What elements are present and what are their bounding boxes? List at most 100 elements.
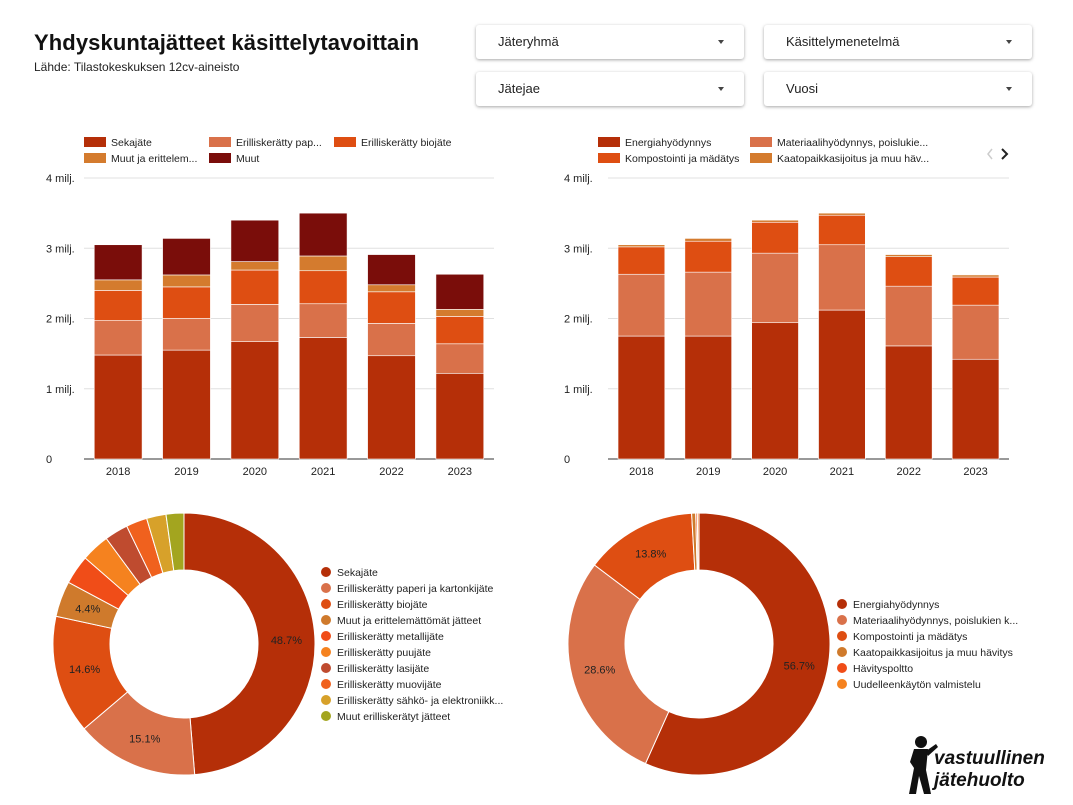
legend-label: Erilliskerätty lasijäte bbox=[337, 663, 429, 675]
x-tick-label: 2023 bbox=[448, 466, 472, 478]
legend-dot bbox=[837, 663, 847, 673]
y-tick-label: 1 milj. bbox=[564, 384, 593, 396]
filter-label: Jätejae bbox=[498, 81, 540, 96]
bar-segment bbox=[435, 372, 485, 460]
legend-dot bbox=[837, 599, 847, 609]
y-tick-label: 0 bbox=[564, 454, 570, 466]
bar-segment bbox=[885, 285, 933, 347]
caret-down-icon bbox=[718, 40, 724, 44]
filter-label: Vuosi bbox=[786, 81, 819, 96]
bar-segment bbox=[684, 240, 732, 273]
legend-swatch bbox=[84, 137, 106, 147]
page-subtitle: Lähde: Tilastokeskuksen 12cv-aineisto bbox=[34, 60, 240, 74]
legend-label: Erilliskerätty metallijäte bbox=[337, 631, 444, 643]
stacked-bar-chart-1: 0 1 milj. 2 milj. 3 milj. 4 milj. 2018 2019 202… bbox=[564, 137, 1009, 478]
bar-segment bbox=[684, 271, 732, 337]
legend-label: Sekajäte bbox=[337, 567, 378, 579]
y-tick-label: 0 bbox=[46, 454, 52, 466]
bar-segment bbox=[230, 261, 280, 271]
legend-dot bbox=[837, 615, 847, 625]
donut-slice bbox=[567, 564, 670, 765]
legend-label: Erilliskerätty biojäte bbox=[337, 599, 428, 611]
bar-segment bbox=[617, 335, 666, 460]
y-tick-label: 4 milj. bbox=[564, 173, 593, 185]
bar-segment bbox=[435, 343, 485, 374]
bar-segment bbox=[684, 238, 732, 242]
donut-slice bbox=[183, 512, 316, 776]
legend-dot bbox=[321, 599, 331, 609]
bar-segment bbox=[818, 244, 866, 311]
bar-segment bbox=[162, 286, 211, 319]
legend-dot bbox=[321, 567, 331, 577]
bar-segment bbox=[751, 322, 799, 460]
legend-dot bbox=[321, 679, 331, 689]
legend-swatch bbox=[598, 153, 620, 163]
filter-jatejae-dropdown[interactable]: Jätejae bbox=[476, 72, 744, 106]
bar-segment bbox=[93, 320, 143, 356]
bar-segment bbox=[617, 273, 666, 337]
legend-dot bbox=[837, 631, 847, 641]
legend-label: Muut ja erittelem... bbox=[111, 153, 197, 165]
bar-segment bbox=[951, 358, 1000, 460]
legend-label: Erilliskerätty sähkö- ja elektroniikk... bbox=[337, 695, 503, 707]
y-tick-label: 3 milj. bbox=[46, 243, 75, 255]
legend-dot bbox=[837, 679, 847, 689]
legend-swatch bbox=[209, 153, 231, 163]
bar-segment bbox=[298, 337, 348, 460]
legend-label: Hävityspoltto bbox=[853, 663, 913, 675]
y-tick-label: 1 milj. bbox=[46, 384, 75, 396]
bar-segment bbox=[162, 349, 211, 460]
x-tick-label: 2020 bbox=[243, 466, 267, 478]
slice-percent-label: 28.6% bbox=[584, 664, 615, 676]
slice-percent-label: 56.7% bbox=[784, 660, 815, 672]
bar-segment bbox=[751, 221, 799, 254]
filter-kasittelymenetelma-dropdown[interactable]: Käsittelymenetelmä bbox=[764, 25, 1032, 59]
x-tick-label: 2020 bbox=[763, 466, 787, 478]
caret-down-icon bbox=[1006, 87, 1012, 91]
x-tick-label: 2021 bbox=[311, 466, 335, 478]
bar-segment bbox=[367, 284, 416, 293]
legend-dot bbox=[321, 583, 331, 593]
legend-dot bbox=[321, 631, 331, 641]
legend-label: Erilliskerätty muovijäte bbox=[337, 679, 442, 691]
donut-slice bbox=[644, 512, 831, 776]
bar-segment bbox=[162, 238, 211, 276]
slice-percent-label: 4.4% bbox=[75, 604, 100, 616]
legend-dot bbox=[321, 663, 331, 673]
bar-segment bbox=[435, 273, 485, 310]
slice-percent-label: 48.7% bbox=[271, 635, 302, 647]
bar-segment bbox=[162, 318, 211, 351]
bar-segment bbox=[751, 219, 799, 223]
legend-swatch bbox=[598, 137, 620, 147]
x-tick-label: 2018 bbox=[629, 466, 653, 478]
bar-segment bbox=[298, 270, 348, 305]
bar-segment bbox=[818, 214, 866, 246]
legend-dot bbox=[321, 647, 331, 657]
bar-segment bbox=[93, 244, 143, 281]
bar-segment bbox=[230, 304, 280, 342]
bar-segment bbox=[367, 323, 416, 357]
person-figure-icon bbox=[909, 736, 938, 794]
legend-label: Muut bbox=[236, 153, 259, 165]
legend-label: Erilliskerätty biojäte bbox=[361, 137, 452, 149]
legend-next-icon[interactable] bbox=[1001, 148, 1009, 160]
bar-segment bbox=[230, 219, 280, 262]
y-tick-label: 2 milj. bbox=[46, 314, 75, 326]
legend-swatch bbox=[334, 137, 356, 147]
vastuullinen-jatehuolto-logo: vastuullinen jätehuolto bbox=[909, 736, 1045, 794]
filter-jateryhma-dropdown[interactable]: Jäteryhmä bbox=[476, 25, 744, 59]
caret-down-icon bbox=[1006, 40, 1012, 44]
y-tick-label: 3 milj. bbox=[564, 243, 593, 255]
filter-vuosi-dropdown[interactable]: Vuosi bbox=[764, 72, 1032, 106]
legend-label: Muut erilliskerätyt jätteet bbox=[337, 711, 450, 723]
bar-segment bbox=[298, 212, 348, 257]
legend-label: Muut ja erittelemättömät jätteet bbox=[337, 615, 481, 627]
y-tick-label: 4 milj. bbox=[46, 173, 75, 185]
bar-segment bbox=[230, 269, 280, 305]
donut-slice bbox=[165, 512, 185, 572]
legend-dot bbox=[837, 647, 847, 657]
bar-segment bbox=[951, 276, 1000, 306]
bar-segment bbox=[617, 244, 666, 248]
legend-label: Erilliskerätty paperi ja kartonkijäte bbox=[337, 583, 494, 595]
